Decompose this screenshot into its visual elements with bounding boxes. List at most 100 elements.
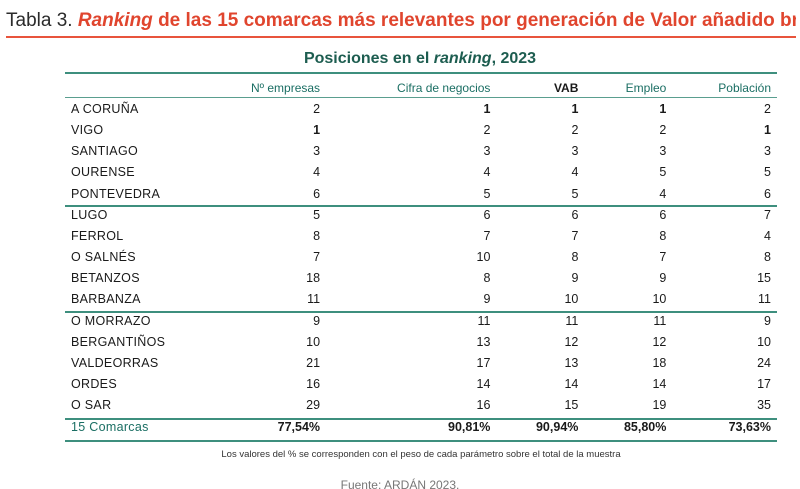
table-row: A CORUÑA 2 1 1 1 2 — [65, 98, 777, 119]
header-bottom-rule — [65, 97, 777, 98]
table-row: BARBANZA 11 9 10 10 11 — [65, 289, 777, 310]
group-divider-1 — [65, 205, 777, 207]
rank-cell: 2 — [764, 101, 771, 116]
title-rest: de las 15 comarcas más relevantes por ge… — [158, 10, 796, 31]
table-row: SANTIAGO 3 3 3 3 3 — [65, 141, 777, 162]
total-top-rule — [65, 418, 777, 420]
table-subtitle: Posiciones en el ranking, 2023 — [65, 50, 775, 68]
table-row: OURENSE 4 4 4 5 5 — [65, 162, 777, 183]
rank-cell: 10 — [306, 334, 321, 349]
region-name: BETANZOS — [71, 271, 140, 286]
rank-cell: 10 — [476, 250, 491, 265]
region-name: OURENSE — [71, 165, 135, 180]
rank-cell: 11 — [565, 313, 579, 328]
rank-cell: 12 — [652, 334, 667, 349]
table-row: VALDEORRAS 21 17 13 18 24 — [65, 352, 777, 373]
title-italic: Ranking — [77, 10, 153, 31]
region-name: O MORRAZO — [71, 313, 151, 328]
rank-cell: 6 — [764, 186, 771, 201]
rank-cell: 1 — [313, 122, 321, 137]
header-region — [65, 77, 195, 98]
table-row: FERROL 8 7 7 8 4 — [65, 225, 777, 246]
total-cell: 77,54% — [277, 419, 321, 434]
rank-cell: 1 — [483, 101, 491, 116]
rank-cell: 5 — [764, 165, 771, 180]
region-name: BERGANTIÑOS — [71, 334, 166, 349]
rank-cell: 16 — [306, 377, 321, 392]
rank-cell: 14 — [476, 377, 491, 392]
rank-cell: 2 — [659, 122, 667, 137]
table-row: O SALNÉS 7 10 8 7 8 — [65, 247, 777, 268]
rank-cell: 2 — [571, 122, 579, 137]
rank-cell: 1 — [659, 101, 667, 116]
rank-cell: 3 — [483, 144, 491, 159]
subtitle-main: Posiciones en el — [303, 50, 430, 67]
rank-cell: 14 — [564, 377, 579, 392]
total-cell: 90,94% — [535, 419, 579, 434]
rank-cell: 15 — [757, 271, 771, 286]
rank-cell: 19 — [652, 398, 667, 413]
table-row: O MORRAZO 9 11 11 11 9 — [65, 310, 777, 331]
header-top-rule — [65, 72, 777, 74]
footnote: Los valores del % se corresponden con el… — [221, 449, 621, 460]
header-vab: VAB — [553, 80, 579, 95]
rank-cell: 29 — [306, 398, 321, 413]
rank-cell: 5 — [659, 165, 667, 180]
rank-cell: 7 — [571, 228, 579, 243]
rank-cell: 13 — [564, 356, 579, 371]
rank-cell: 3 — [313, 144, 321, 159]
rank-cell: 7 — [659, 250, 667, 265]
rank-cell: 4 — [483, 165, 491, 180]
rank-cell: 6 — [659, 207, 667, 222]
rank-cell: 3 — [571, 144, 579, 159]
rank-cell: 12 — [564, 334, 579, 349]
rank-cell: 18 — [652, 356, 667, 371]
rank-cell: 5 — [313, 207, 321, 222]
rank-cell: 1 — [764, 122, 771, 137]
rank-cell: 11 — [758, 292, 771, 307]
rank-cell: 8 — [764, 250, 771, 265]
rank-cell: 7 — [764, 207, 771, 222]
rank-cell: 8 — [659, 228, 667, 243]
table-row: LUGO 5 6 6 6 7 — [65, 204, 777, 225]
rank-cell: 18 — [306, 271, 321, 286]
header-cifra-negocios: Cifra de negocios — [397, 80, 491, 95]
rank-cell: 10 — [652, 292, 667, 307]
source-line: Fuente: ARDÁN 2023. — [340, 478, 460, 489]
rank-cell: 9 — [764, 313, 771, 328]
rank-cell: 6 — [483, 207, 491, 222]
table-row: PONTEVEDRA 6 5 5 4 6 — [65, 183, 777, 204]
region-name: SANTIAGO — [71, 144, 138, 159]
region-name: LUGO — [71, 207, 108, 222]
rank-cell: 2 — [313, 101, 321, 116]
rank-cell: 21 — [306, 356, 321, 371]
rank-cell: 8 — [571, 250, 579, 265]
title-prefix: Tabla 3. — [6, 10, 73, 31]
rank-cell: 5 — [483, 186, 491, 201]
table-row: ORDES 16 14 14 14 17 — [65, 374, 777, 395]
rank-cell: 9 — [313, 313, 321, 328]
rank-cell: 2 — [483, 122, 491, 137]
rank-cell: 4 — [659, 186, 667, 201]
region-name: O SAR — [71, 398, 112, 413]
rank-cell: 1 — [571, 101, 579, 116]
rank-cell: 5 — [571, 186, 579, 201]
group-divider-2 — [65, 311, 777, 313]
table-row: O SAR 29 16 15 19 35 — [65, 395, 777, 416]
region-name: BARBANZA — [71, 292, 141, 307]
rank-cell: 16 — [476, 398, 491, 413]
rank-cell: 10 — [757, 334, 771, 349]
header-empleo: Empleo — [625, 80, 667, 95]
table-row: VIGO 1 2 2 2 1 — [65, 119, 777, 140]
rank-cell: 13 — [476, 334, 491, 349]
rank-cell: 10 — [564, 292, 579, 307]
header-n-empresas: Nº empresas — [250, 80, 321, 95]
rank-cell: 8 — [483, 271, 491, 286]
rank-cell: 3 — [659, 144, 667, 159]
rank-cell: 24 — [757, 356, 771, 371]
rank-cell: 4 — [764, 228, 771, 243]
table-title: Tabla 3. Ranking de las 15 comarcas más … — [6, 8, 796, 38]
rank-cell: 6 — [313, 186, 321, 201]
rank-cell: 9 — [659, 271, 667, 286]
region-name: O SALNÉS — [71, 250, 136, 265]
